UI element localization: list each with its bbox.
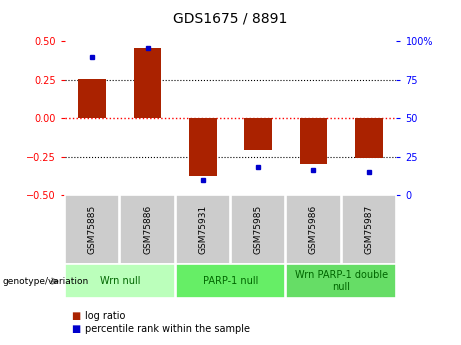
Text: GSM75886: GSM75886	[143, 205, 152, 254]
Bar	[355, 118, 383, 158]
Text: ■: ■	[71, 325, 81, 334]
Text: GSM75986: GSM75986	[309, 205, 318, 254]
Bar	[300, 118, 327, 164]
Text: GSM75885: GSM75885	[88, 205, 97, 254]
Text: GSM75985: GSM75985	[254, 205, 263, 254]
Bar	[78, 79, 106, 118]
Text: log ratio: log ratio	[85, 311, 126, 321]
Text: GDS1675 / 8891: GDS1675 / 8891	[173, 12, 288, 26]
Bar	[189, 118, 217, 176]
Bar	[244, 118, 272, 150]
Text: Wrn null: Wrn null	[100, 276, 140, 286]
Text: GSM75931: GSM75931	[198, 205, 207, 254]
Text: ■: ■	[71, 311, 81, 321]
Text: percentile rank within the sample: percentile rank within the sample	[85, 325, 250, 334]
Text: GSM75987: GSM75987	[364, 205, 373, 254]
Text: Wrn PARP-1 double
null: Wrn PARP-1 double null	[295, 270, 388, 292]
Text: genotype/variation: genotype/variation	[2, 277, 89, 286]
Bar	[134, 48, 161, 118]
Text: PARP-1 null: PARP-1 null	[203, 276, 258, 286]
